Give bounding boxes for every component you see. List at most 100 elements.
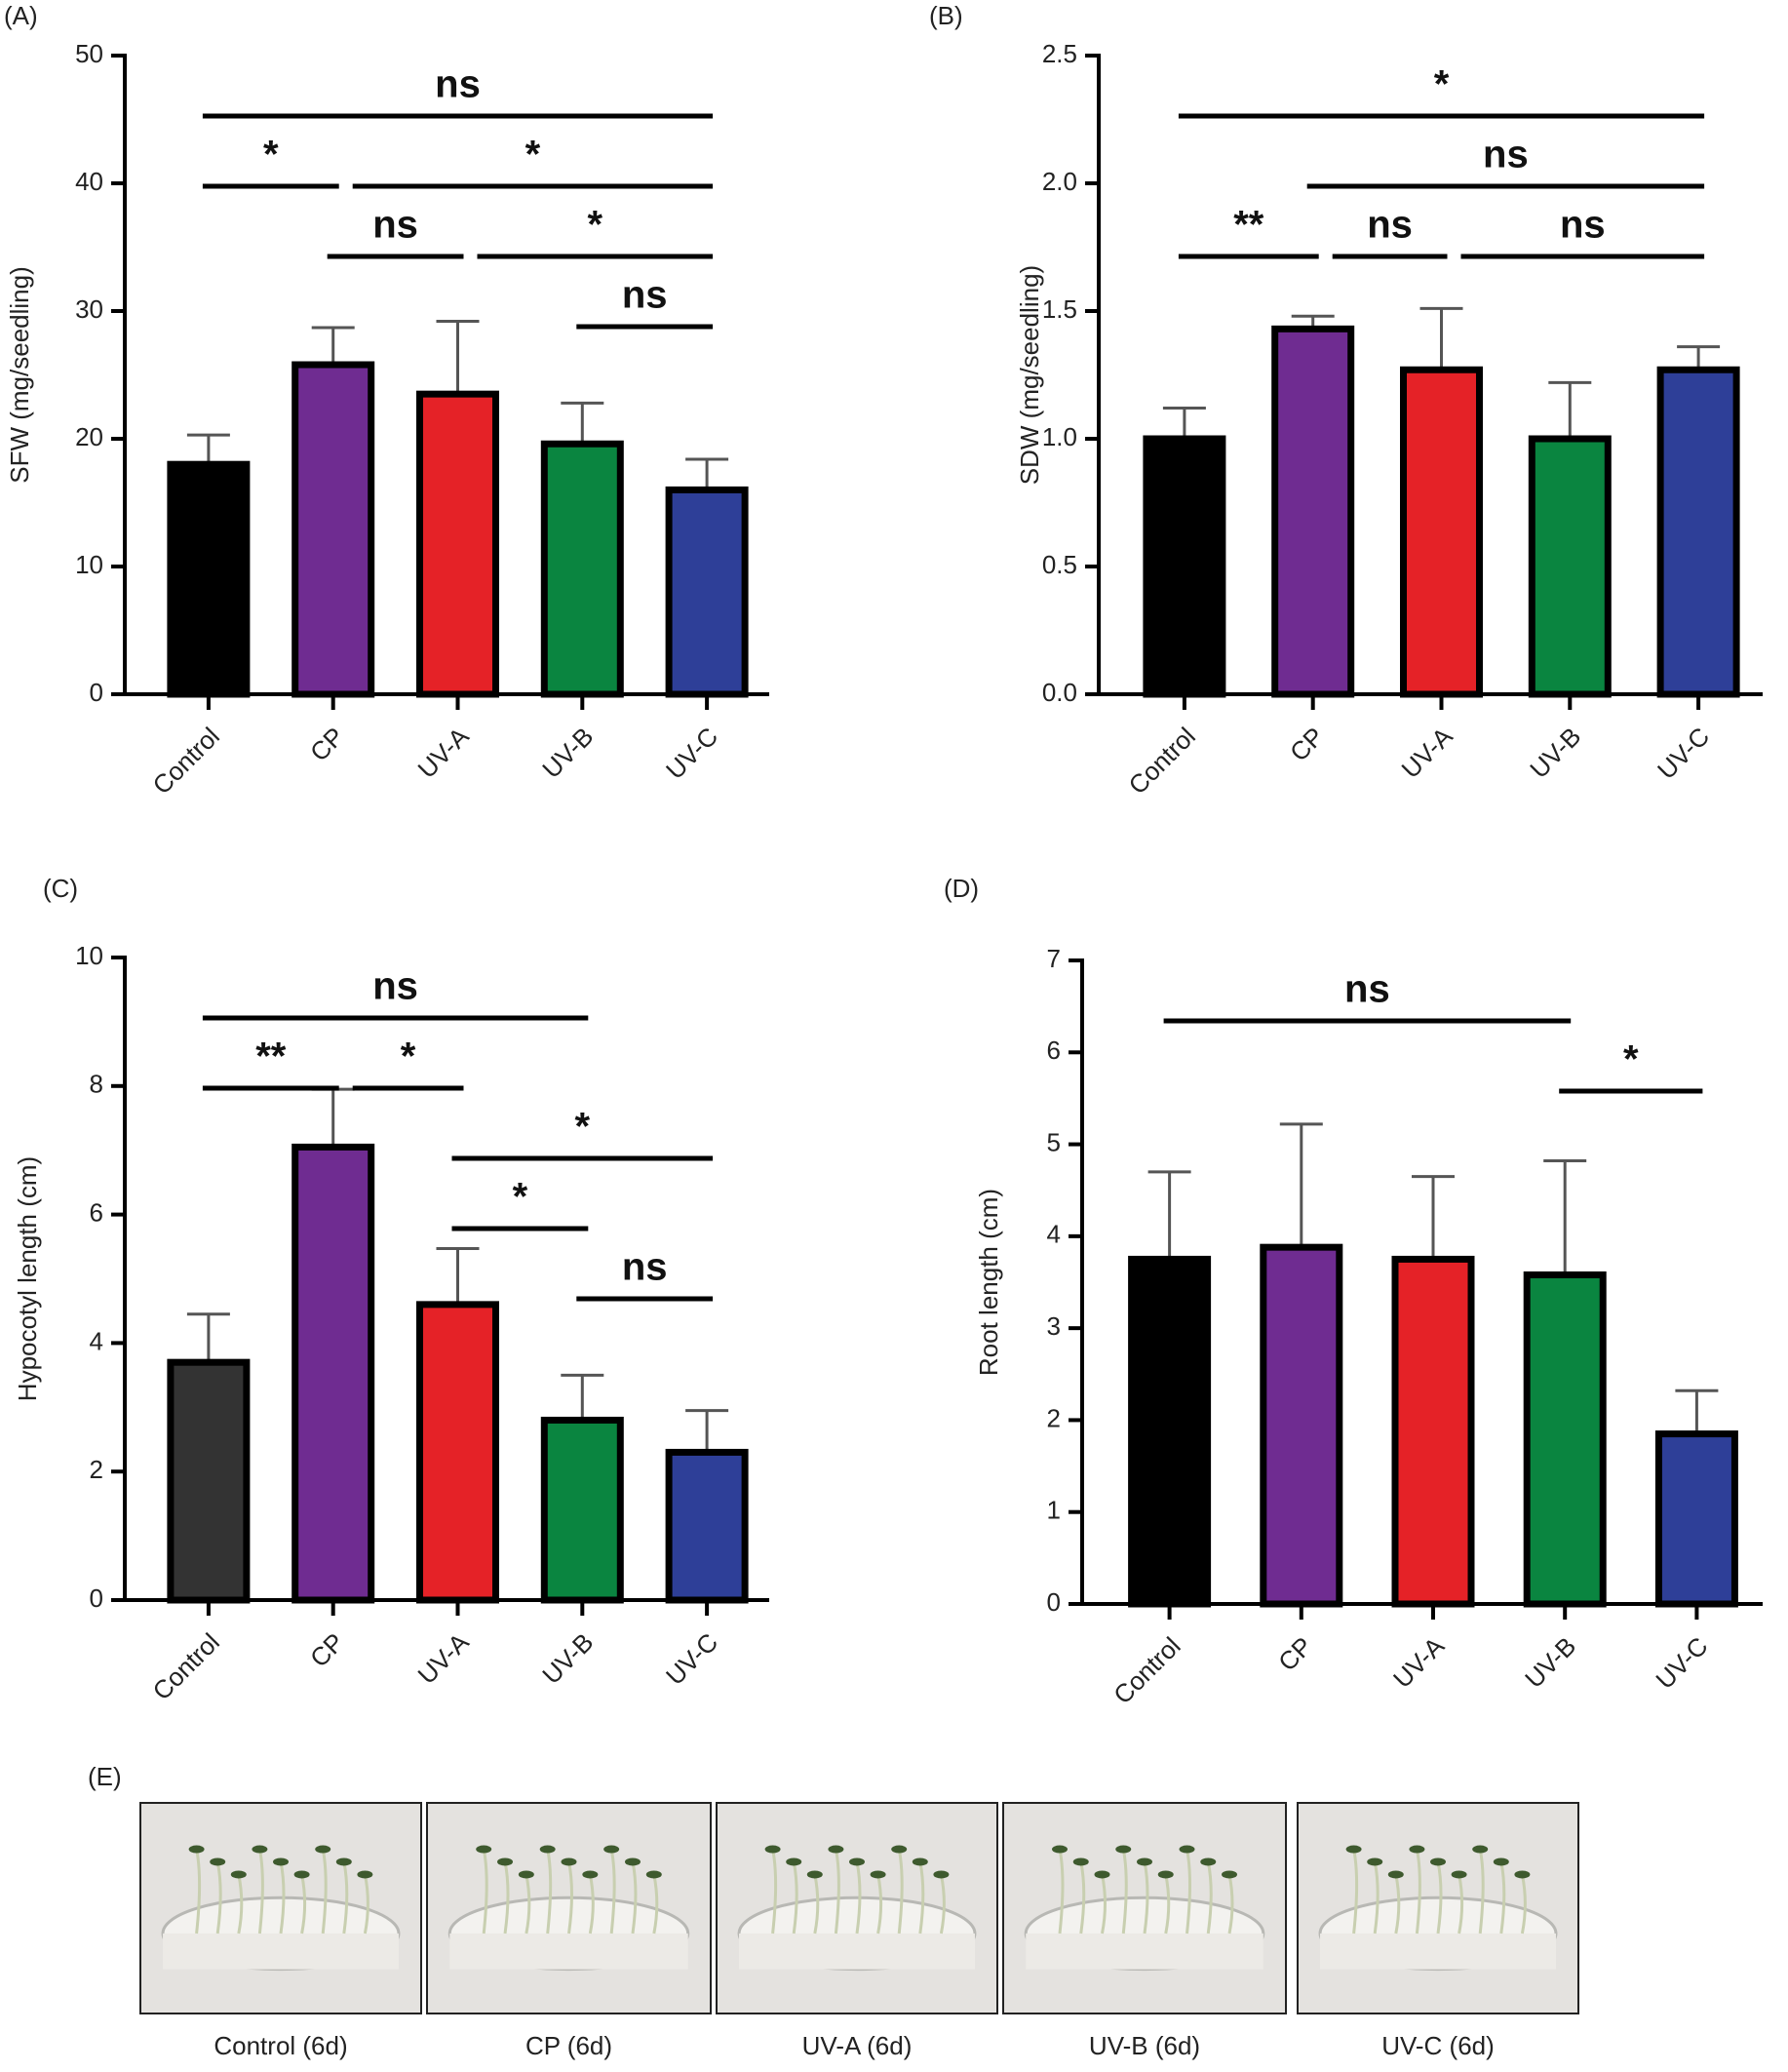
significance-label: ns	[1344, 968, 1390, 1011]
leaf	[1157, 1870, 1174, 1879]
leaf	[335, 1857, 352, 1866]
x-tick-label: Control	[147, 722, 225, 800]
x-tick-label: UV-A	[411, 1626, 475, 1690]
photo-caption: CP (6d)	[525, 2031, 612, 2060]
y-tick-label: 8	[90, 1070, 103, 1099]
leaf	[1137, 1857, 1152, 1866]
x-tick-label: UV-C	[660, 722, 723, 785]
x-tick-label: UV-B	[536, 722, 599, 784]
seedling	[1499, 1861, 1506, 1935]
bar	[1271, 325, 1355, 698]
seedling	[1436, 1861, 1443, 1935]
significance-label: ns	[435, 63, 481, 106]
leaf	[230, 1870, 247, 1879]
bar	[167, 460, 251, 698]
bar	[665, 486, 749, 698]
leaf	[293, 1870, 310, 1879]
x-tick-label: UV-A	[1387, 1630, 1451, 1694]
dish-side	[1320, 1933, 1556, 1970]
bar	[1523, 1271, 1607, 1608]
seedling	[1101, 1874, 1107, 1935]
seedling	[1206, 1861, 1213, 1935]
leaf	[645, 1870, 662, 1879]
seedling	[1394, 1874, 1401, 1935]
bar	[540, 1416, 624, 1604]
x-tick-label: CP	[304, 1627, 350, 1673]
seedling	[1079, 1861, 1086, 1935]
seedling	[1227, 1874, 1234, 1935]
seedling	[771, 1849, 778, 1935]
x-tick-label: UV-A	[1395, 721, 1458, 784]
significance-label: *	[263, 134, 279, 176]
leaf	[786, 1857, 802, 1866]
x-tick-label: Control	[147, 1627, 225, 1705]
y-tick-label: 3	[1047, 1311, 1061, 1341]
leaf	[1514, 1870, 1531, 1879]
seedling	[1373, 1861, 1380, 1935]
y-tick-label: 10	[75, 550, 103, 579]
y-tick-label: 0.5	[1042, 550, 1077, 579]
y-tick-label: 50	[75, 39, 103, 68]
x-tick-label: UV-B	[536, 1627, 599, 1690]
significance-label: *	[588, 204, 603, 247]
significance-label: ns	[1560, 204, 1606, 247]
leaf	[1052, 1845, 1068, 1854]
seedling	[631, 1861, 638, 1935]
y-tick-label: 1	[1047, 1496, 1061, 1525]
seedling	[1520, 1874, 1527, 1935]
bar	[1391, 1255, 1475, 1608]
seedling	[1121, 1849, 1128, 1935]
y-tick-label: 4	[90, 1326, 103, 1355]
y-tick-label: 2.0	[1042, 167, 1077, 196]
seedling	[876, 1874, 883, 1935]
leaf	[1072, 1857, 1089, 1866]
significance-label: *	[525, 134, 541, 176]
leaf	[828, 1845, 844, 1854]
y-axis-label: SDW (mg/seedling)	[1015, 265, 1044, 485]
seedling	[567, 1861, 573, 1935]
y-tick-label: 40	[75, 167, 103, 196]
leaf	[1472, 1845, 1489, 1854]
x-tick-label: UV-B	[1519, 1631, 1581, 1694]
bar	[1400, 366, 1483, 698]
leaf	[252, 1845, 268, 1854]
seedling	[279, 1861, 286, 1935]
seedling	[546, 1849, 553, 1935]
leaf	[357, 1870, 373, 1879]
significance-label: ns	[622, 1246, 668, 1289]
seedling	[237, 1874, 244, 1935]
leaf	[933, 1870, 950, 1879]
bar	[167, 1358, 251, 1604]
seedling	[1458, 1874, 1464, 1935]
leaf	[912, 1857, 928, 1866]
x-tick-label: Control	[1123, 722, 1201, 800]
bar	[1656, 366, 1740, 698]
leaf	[1430, 1857, 1446, 1866]
bar	[540, 440, 624, 698]
panel-label: (A)	[4, 1, 38, 30]
photo-caption: UV-B (6d)	[1089, 2031, 1200, 2060]
y-tick-label: 6	[1047, 1036, 1061, 1065]
seedling	[897, 1849, 904, 1935]
leaf	[1409, 1845, 1425, 1854]
y-tick-label: 10	[75, 941, 103, 970]
seedling	[1164, 1874, 1171, 1935]
seedling	[195, 1849, 202, 1935]
seedling	[792, 1861, 798, 1935]
leaf	[210, 1857, 226, 1866]
significance-label: *	[513, 1176, 528, 1219]
panel-label: (C)	[43, 874, 78, 903]
x-tick-label: CP	[304, 722, 350, 767]
y-axis-label: Root length (cm)	[974, 1189, 1003, 1376]
seedling	[321, 1849, 328, 1935]
significance-label: ns	[372, 965, 418, 1008]
y-tick-label: 2.5	[1042, 39, 1077, 68]
bar	[1654, 1430, 1738, 1608]
panel-label: (B)	[929, 1, 963, 30]
leaf	[849, 1857, 865, 1866]
leaf	[1179, 1845, 1195, 1854]
x-tick-label: CP	[1272, 1631, 1318, 1677]
y-tick-label: 2	[1047, 1403, 1061, 1432]
y-tick-label: 0	[1047, 1587, 1061, 1617]
